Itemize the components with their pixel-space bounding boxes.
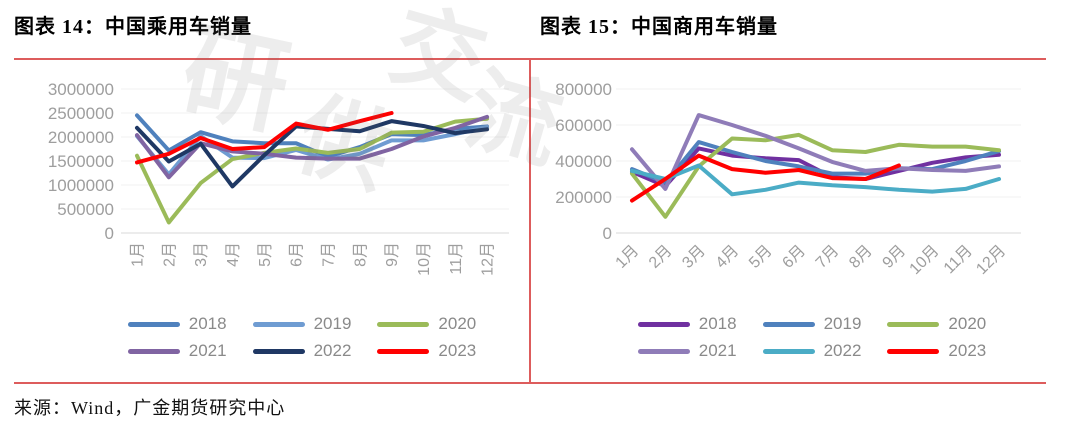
legend-label: 2023	[438, 341, 477, 360]
x-axis-label: 2月	[161, 242, 178, 267]
legend-label: 2018	[188, 314, 227, 333]
x-axis-label: 8月	[846, 242, 876, 272]
y-axis-label: 2000000	[48, 128, 114, 147]
series-line-2023	[630, 153, 901, 203]
legend-swatch	[127, 348, 180, 354]
x-axis-label: 4月	[225, 242, 242, 267]
legend-item-2022: 2022	[762, 341, 862, 361]
legend-item-2021: 2021	[127, 341, 227, 361]
y-axis-label: 2500000	[48, 104, 114, 123]
legend-label: 2021	[188, 341, 227, 360]
y-axis-label: 500000	[57, 200, 114, 219]
series-line-2019	[630, 140, 1001, 185]
x-axis-label: 10月	[416, 242, 433, 276]
legend-swatch	[887, 321, 940, 327]
series-line-2020	[630, 132, 1001, 219]
legend-swatch	[127, 321, 180, 327]
legend-label: 2020	[438, 314, 477, 333]
chart-panel-passenger: 0 500000 1000000 1500000 2000000 2500000 30000…	[14, 62, 516, 361]
line-chart-passenger: 0 500000 1000000 1500000 2000000 2500000 30000…	[48, 80, 509, 276]
y-axis-label: 400000	[555, 152, 612, 171]
legend-swatch	[762, 348, 815, 354]
legend-item-2019: 2019	[252, 314, 352, 334]
series-line-2020	[135, 116, 489, 225]
legend-swatch	[377, 321, 430, 327]
legend-label: 2018	[698, 314, 737, 333]
x-axis-label: 11月	[941, 242, 976, 277]
legend-label: 2020	[948, 314, 987, 333]
x-axis-label: 9月	[384, 242, 401, 267]
legend-item-2020: 2020	[377, 314, 476, 334]
line-chart-commercial: 0 200000 400000 600000 800000 1月 2月 3月 4月 5月 6月 7月 8…	[555, 80, 1021, 278]
legend-item-2018: 2018	[637, 314, 737, 334]
x-axis-label: 10月	[907, 242, 943, 278]
x-axis-label: 8月	[352, 242, 369, 267]
x-axis-label: 1月	[613, 242, 643, 272]
legend-item-2018: 2018	[127, 314, 227, 334]
legend-item-2020: 2020	[887, 314, 986, 334]
legend-swatch	[252, 321, 305, 327]
x-axis-label: 6月	[779, 242, 809, 272]
x-axis-label: 2月	[646, 242, 676, 272]
y-axis-label: 600000	[555, 116, 612, 135]
x-axis-label: 7月	[321, 242, 338, 267]
legend-label: 2022	[823, 341, 862, 360]
legend-item-2023: 2023	[887, 341, 986, 361]
x-axis-label: 3月	[193, 242, 210, 267]
frame-divider-vertical	[529, 58, 531, 384]
x-axis-label: 5月	[257, 242, 274, 267]
legend-swatch	[252, 348, 305, 354]
legend-label: 2022	[313, 341, 352, 360]
series-line-2022	[630, 163, 1001, 197]
chart-title-passenger: 图表 14：中国乘用车销量	[14, 16, 252, 38]
y-axis-label: 200000	[555, 188, 612, 207]
legend-item-2023: 2023	[377, 341, 476, 361]
legend-item-2022: 2022	[252, 341, 352, 361]
series-line-2021	[630, 113, 1001, 191]
legend-label: 2021	[698, 341, 737, 360]
y-axis-label: 800000	[555, 80, 612, 99]
legend-passenger: 2018 2019 2020 2021 2022 2023	[112, 314, 492, 361]
x-axis-label: 6月	[289, 242, 306, 267]
source-note: 来源：Wind，广金期货研究中心	[14, 398, 286, 418]
x-axis-label: 5月	[746, 242, 776, 272]
y-axis-label: 0	[105, 224, 114, 243]
x-axis-label: 4月	[713, 242, 743, 272]
legend-label: 2023	[948, 341, 987, 360]
legend-item-2019: 2019	[762, 314, 862, 334]
x-axis-label: 12月	[973, 242, 1009, 278]
legend-item-2021: 2021	[637, 341, 737, 361]
x-axis-label: 3月	[679, 242, 709, 272]
legend-swatch	[887, 348, 940, 354]
y-axis-label: 0	[603, 224, 612, 243]
legend-swatch	[762, 321, 815, 327]
y-axis-label: 3000000	[48, 80, 114, 99]
legend-label: 2019	[313, 314, 352, 333]
x-axis-label: 12月	[480, 242, 497, 276]
legend-swatch	[377, 348, 430, 354]
y-axis-label: 1000000	[48, 176, 114, 195]
series-line-2023	[135, 111, 394, 165]
x-axis-label: 1月	[130, 242, 147, 267]
legend-commercial: 2018 2019 2020 2021 2022 2023	[622, 314, 1002, 361]
legend-swatch	[637, 348, 690, 354]
legend-swatch	[637, 321, 690, 327]
x-axis-label: 7月	[813, 242, 843, 272]
y-axis-label: 1500000	[48, 152, 114, 171]
chart-panel-commercial: 0 200000 400000 600000 800000 1月 2月 3月 4月 5月 6月 7月 8…	[530, 62, 1048, 361]
legend-label: 2019	[823, 314, 862, 333]
x-axis-label: 9月	[879, 242, 909, 272]
chart-title-commercial: 图表 15：中国商用车销量	[540, 16, 778, 38]
x-axis-label: 11月	[448, 242, 465, 275]
